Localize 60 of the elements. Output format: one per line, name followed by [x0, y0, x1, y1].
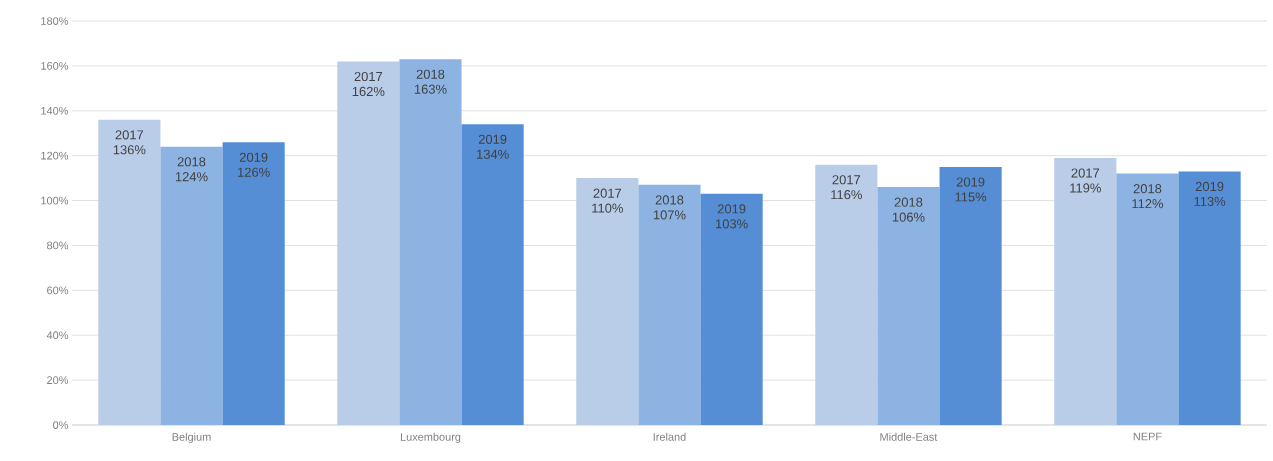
- bar: [638, 184, 701, 425]
- bar: [815, 164, 878, 425]
- data-label: 110%: [592, 203, 623, 213]
- data-label: 107%: [653, 210, 686, 220]
- bar: [1054, 157, 1117, 425]
- y-tick-label: 140%: [41, 106, 69, 115]
- text: 2019: [239, 152, 268, 162]
- x-tick-label: Luxembourg: [400, 432, 461, 443]
- data-label: 103%: [716, 219, 748, 229]
- x-tick-label: NEPF: [1133, 432, 1162, 441]
- y-tick-label: 20%: [47, 376, 69, 384]
- text: 2019: [956, 177, 985, 187]
- y-tick-label: 160%: [41, 62, 69, 70]
- text: 2018: [1133, 184, 1162, 194]
- text: 2017: [832, 175, 861, 185]
- bar: [160, 146, 223, 425]
- data-label: 119%: [1070, 183, 1101, 193]
- data-label: 112%: [1132, 199, 1164, 209]
- y-tick-label: 120%: [41, 151, 69, 160]
- data-label: 106%: [892, 212, 925, 222]
- bar: [222, 142, 285, 425]
- y-tick-label: 0%: [53, 421, 69, 429]
- bar: [399, 59, 462, 425]
- text: 2018: [894, 197, 923, 207]
- text: 2017: [115, 130, 144, 140]
- data-label: 136%: [113, 145, 146, 155]
- text: 2019: [1195, 181, 1224, 192]
- series-label: 2019: [478, 134, 507, 144]
- data-label: 115%: [955, 192, 987, 202]
- bar: [461, 124, 524, 425]
- text: 2017: [354, 71, 383, 82]
- data-label: 124%: [175, 172, 208, 182]
- data-label: 163%: [414, 84, 447, 94]
- bar: [939, 166, 1002, 425]
- text: 2018: [655, 195, 684, 205]
- x-tick-label: Belgium: [172, 432, 211, 443]
- series-label: 2018: [416, 69, 445, 79]
- data-label: 162%: [352, 86, 385, 96]
- y-tick-label: 180%: [41, 17, 69, 25]
- data-label: 113%: [1194, 196, 1226, 206]
- y-tick-label: 60%: [47, 286, 69, 295]
- series-label: 2017: [593, 188, 622, 198]
- data-label: 134%: [477, 149, 509, 159]
- bar: [1116, 173, 1179, 425]
- bar: [877, 187, 940, 425]
- data-label: 126%: [238, 167, 270, 177]
- bar: [98, 119, 161, 425]
- text: 2017: [1071, 168, 1100, 178]
- bar: [1178, 171, 1241, 425]
- y-tick-label: 80%: [47, 241, 69, 250]
- y-tick-label: 100%: [41, 196, 69, 205]
- text: 2018: [177, 157, 206, 167]
- y-tick-label: 40%: [46, 331, 69, 340]
- text: 2019: [717, 204, 746, 214]
- bar: [700, 193, 763, 425]
- bar: [337, 61, 400, 425]
- x-tick-label: Ireland: [653, 432, 686, 441]
- data-label: 116%: [831, 190, 862, 200]
- bar: [576, 178, 639, 425]
- x-tick-label: Middle-East: [880, 432, 938, 441]
